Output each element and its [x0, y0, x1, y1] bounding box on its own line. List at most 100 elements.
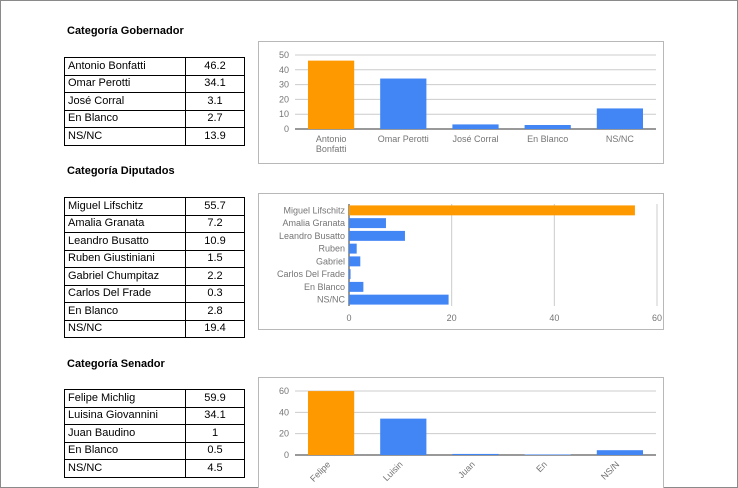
gobernador-bar — [452, 124, 499, 129]
candidate-value: 2.7 — [185, 109, 245, 128]
table-row: Omar Perotti 34.1 — [64, 74, 245, 93]
table-row: Ruben Giustiniani 1.5 — [64, 249, 245, 268]
senador-bar — [307, 391, 355, 455]
candidate-value: 0.3 — [185, 284, 245, 303]
candidate-value: 34.1 — [185, 74, 245, 93]
candidate-name: NS/NC — [64, 459, 186, 478]
x-tick-label: Luisin — [381, 459, 405, 483]
y-tick-label: Ruben — [318, 244, 345, 254]
diputados-bar — [349, 269, 351, 280]
chart-diputados: 0 20 40 60 Miguel Lifschitz Amalia Granata Lea… — [258, 193, 664, 330]
diputados-bar — [349, 205, 635, 216]
x-tick-label: 40 — [549, 313, 559, 323]
table-row: En Blanco 2.7 — [64, 109, 245, 128]
candidate-value: 1.5 — [185, 249, 245, 268]
candidate-value: 34.1 — [185, 406, 245, 425]
y-tick-label: NS/NC — [317, 295, 346, 305]
x-tick-label: NS/N — [599, 459, 621, 481]
y-tick-label: 20 — [279, 429, 289, 439]
x-tick-label: 60 — [652, 313, 662, 323]
y-tick-label: 50 — [279, 50, 289, 60]
y-tick-label: En Blanco — [304, 282, 345, 292]
y-tick-label: 10 — [279, 109, 289, 119]
x-tick-label: Felipe — [308, 459, 332, 483]
table-row: Leandro Busatto 10.9 — [64, 232, 245, 251]
gobernador-bar — [596, 108, 644, 129]
senador-bar — [596, 450, 644, 455]
x-tick-label: Bonfatti — [316, 144, 347, 154]
table-diputados: Miguel Lifschitz 55.7 Amalia Granata 7.2 Lea… — [64, 197, 245, 338]
candidate-value: 3.1 — [185, 92, 245, 111]
candidate-name: Amalia Granata — [64, 214, 186, 233]
candidate-value: 1 — [185, 424, 245, 443]
candidate-name: Antonio Bonfatti — [64, 57, 186, 76]
y-tick-label: Leandro Busatto — [279, 231, 345, 241]
candidate-name: En Blanco — [64, 109, 186, 128]
candidate-value: 59.9 — [185, 389, 245, 408]
chart-diputados-svg: 0 20 40 60 Miguel Lifschitz Amalia Granata Lea… — [277, 204, 662, 323]
diputados-bar — [349, 243, 357, 254]
candidate-name: Luisina Giovannini — [64, 406, 186, 425]
table-gobernador: Antonio Bonfatti 46.2 Omar Perotti 34.1 José… — [64, 57, 245, 146]
diputados-bar — [349, 256, 361, 267]
candidate-value: 19.4 — [185, 319, 245, 338]
section-title-gobernador: Categoría Gobernador — [67, 25, 184, 37]
candidate-name: Omar Perotti — [64, 74, 186, 93]
diputados-bar — [349, 281, 364, 292]
x-tick-label: Antonio — [316, 134, 347, 144]
x-tick-label: José Corral — [452, 134, 498, 144]
x-tick-label: 20 — [447, 313, 457, 323]
diputados-bar — [349, 230, 405, 241]
gobernador-bar — [524, 125, 571, 129]
chart-gobernador: 0 10 20 30 40 50 Antonio Bonfatti Omar Perotti Jo… — [258, 41, 664, 164]
candidate-name: NS/NC — [64, 127, 186, 146]
y-tick-label: 0 — [284, 124, 289, 134]
y-tick-label: 60 — [279, 386, 289, 396]
y-tick-label: Carlos Del Frade — [277, 269, 345, 279]
table-row: NS/NC 19.4 — [64, 319, 245, 338]
table-row: En Blanco 2.8 — [64, 302, 245, 321]
x-tick-label: NS/NC — [606, 134, 635, 144]
x-tick-label: En Blanco — [527, 134, 568, 144]
x-tick-label: En — [534, 459, 549, 474]
candidate-value: 4.5 — [185, 459, 245, 478]
candidate-value: 2.8 — [185, 302, 245, 321]
candidate-name: Gabriel Chumpitaz — [64, 267, 186, 286]
chart-senador-svg: 0 20 40 60 Felipe Luisin Juan En NS/N — [279, 386, 656, 484]
x-tick-label: Juan — [456, 459, 477, 480]
table-row: Carlos Del Frade 0.3 — [64, 284, 245, 303]
table-row: José Corral 3.1 — [64, 92, 245, 111]
table-row: NS/NC 13.9 — [64, 127, 245, 146]
gobernador-bar — [307, 60, 355, 129]
y-tick-label: 30 — [279, 80, 289, 90]
senador-bar — [380, 418, 427, 455]
candidate-value: 2.2 — [185, 267, 245, 286]
table-row: NS/NC 4.5 — [64, 459, 245, 478]
y-tick-label: 40 — [279, 407, 289, 417]
table-row: Felipe Michlig 59.9 — [64, 389, 245, 408]
candidate-name: En Blanco — [64, 441, 186, 460]
candidate-name: José Corral — [64, 92, 186, 111]
table-senador: Felipe Michlig 59.9 Luisina Giovannini 34.1… — [64, 389, 245, 478]
candidate-value: 10.9 — [185, 232, 245, 251]
senador-bar — [524, 454, 571, 455]
candidate-name: En Blanco — [64, 302, 186, 321]
y-tick-label: Gabriel — [316, 256, 345, 266]
y-tick-label: Miguel Lifschitz — [283, 205, 345, 215]
diputados-bar — [349, 218, 386, 229]
table-row: En Blanco 0.5 — [64, 441, 245, 460]
table-row: Amalia Granata 7.2 — [64, 214, 245, 233]
y-tick-label: 20 — [279, 94, 289, 104]
section-title-diputados: Categoría Diputados — [67, 165, 175, 177]
gobernador-bar — [380, 78, 427, 129]
table-row: Gabriel Chumpitaz 2.2 — [64, 267, 245, 286]
y-tick-label: 0 — [284, 450, 289, 460]
table-row: Luisina Giovannini 34.1 — [64, 406, 245, 425]
table-row: Antonio Bonfatti 46.2 — [64, 57, 245, 76]
candidate-value: 7.2 — [185, 214, 245, 233]
table-row: Juan Baudino 1 — [64, 424, 245, 443]
x-tick-label: Omar Perotti — [378, 134, 429, 144]
section-title-senador: Categoría Senador — [67, 358, 165, 370]
y-tick-label: 40 — [279, 65, 289, 75]
